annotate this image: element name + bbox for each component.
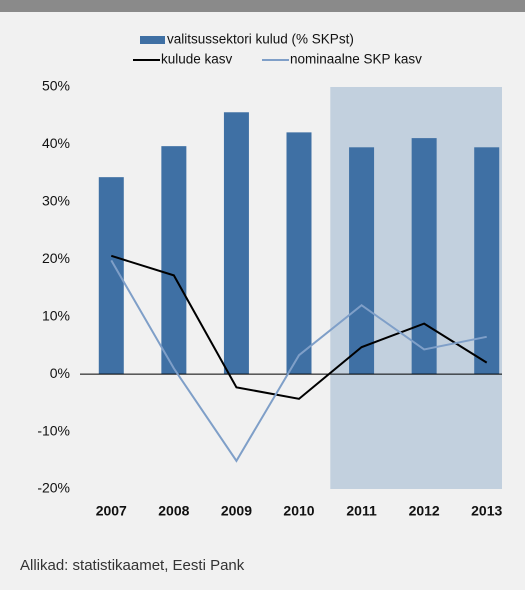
line: [110, 254, 488, 400]
y-tick-label: 40%: [42, 135, 70, 151]
header-strip: [0, 0, 525, 12]
x-tick-label: 2009: [221, 503, 252, 519]
bar: [286, 132, 312, 375]
legend-label: valitsussektori kulud (% SKPst): [167, 32, 354, 47]
legend-swatch: [140, 36, 165, 44]
plot-layer: 50% 40% 30% 20% 10% 0% -10% -20% 2007 2008 2009 201…: [37, 32, 502, 519]
x-tick-label: 2013: [471, 503, 502, 519]
x-tick-label: 2010: [283, 503, 314, 519]
bar: [411, 138, 437, 375]
y-tick-label: 30%: [42, 193, 70, 209]
x-tick-label: 2012: [409, 503, 440, 519]
y-tick-label: -20%: [37, 480, 70, 496]
bar: [349, 147, 375, 375]
y-tick-label: 0%: [50, 365, 70, 381]
y-tick-label: -10%: [37, 422, 70, 438]
line: [110, 259, 487, 463]
x-tick-label: 2011: [346, 503, 377, 519]
source-note: Allikad: statistikaamet, Eesti Pank: [20, 557, 245, 574]
legend-label: kulude kasv: [161, 52, 233, 67]
x-tick-label: 2007: [96, 503, 127, 519]
x-tick-label: 2008: [158, 503, 189, 519]
y-tick-label: 50%: [42, 78, 70, 94]
bar: [223, 112, 249, 375]
y-tick-label: 10%: [42, 307, 70, 323]
bar: [474, 147, 500, 375]
bar: [161, 146, 187, 375]
legend-label: nominaalne SKP kasv: [290, 52, 422, 67]
y-tick-label: 20%: [42, 250, 70, 266]
